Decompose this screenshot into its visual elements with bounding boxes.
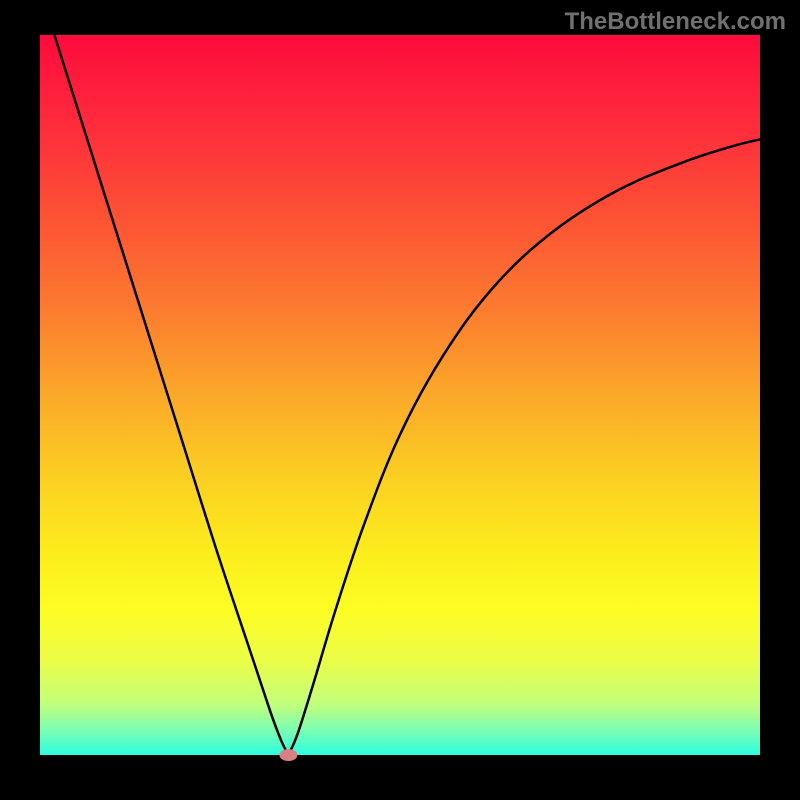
min-marker <box>279 749 297 761</box>
chart-svg <box>0 0 800 800</box>
plot-background <box>40 35 760 755</box>
watermark-text: TheBottleneck.com <box>565 8 786 36</box>
chart-frame: TheBottleneck.com <box>0 0 800 800</box>
